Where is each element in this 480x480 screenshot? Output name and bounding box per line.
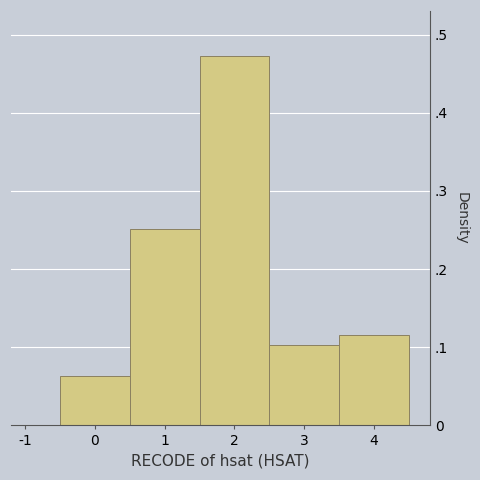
Bar xyxy=(200,57,269,425)
Bar xyxy=(60,376,130,425)
Y-axis label: Density: Density xyxy=(455,192,469,245)
Bar xyxy=(130,229,200,425)
X-axis label: RECODE of hsat (HSAT): RECODE of hsat (HSAT) xyxy=(131,454,310,469)
Bar xyxy=(339,336,409,425)
Bar xyxy=(269,345,339,425)
